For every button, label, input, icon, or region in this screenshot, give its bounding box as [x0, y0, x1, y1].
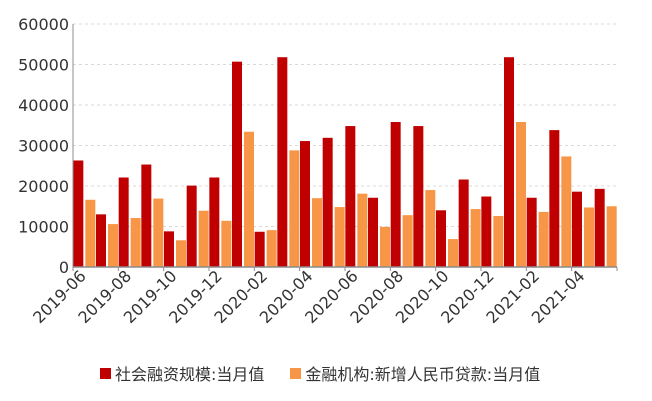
bar-new-rmb-loans-2019-09 — [153, 198, 164, 267]
bar-social-financing-2019-06 — [73, 160, 84, 267]
bar-new-rmb-loans-2021-01 — [516, 122, 526, 267]
bar-new-rmb-loans-2020-11 — [470, 209, 481, 267]
bar-social-financing-2020-08 — [390, 122, 401, 267]
bar-new-rmb-loans-2020-12 — [493, 215, 504, 267]
bar-new-rmb-loans-2020-05 — [334, 207, 345, 267]
bar-new-rmb-loans-2019-11 — [198, 210, 209, 267]
bar-social-financing-2020-06 — [345, 126, 356, 267]
bar-social-financing-2019-07 — [96, 214, 106, 267]
bar-new-rmb-loans-2019-08 — [130, 217, 141, 267]
y-tick-label: 60000 — [18, 15, 69, 34]
bar-new-rmb-loans-2020-02 — [266, 230, 277, 267]
bar-new-rmb-loans-2020-10 — [448, 239, 458, 267]
bar-new-rmb-loans-2020-01 — [244, 131, 254, 267]
chart-svg: 01000020000300004000050000600002019-0620… — [18, 15, 618, 327]
bar-new-rmb-loans-2019-10 — [176, 240, 186, 267]
bar-new-rmb-loans-2020-04 — [312, 198, 322, 267]
bar-new-rmb-loans-2020-06 — [357, 193, 368, 267]
y-tick-label: 20000 — [18, 177, 69, 196]
bar-new-rmb-loans-2020-09 — [425, 190, 436, 267]
legend-swatch-series-2 — [290, 367, 302, 379]
bar-social-financing-2020-12 — [481, 196, 492, 267]
y-tick-label: 0 — [59, 258, 69, 277]
bar-social-financing-2020-03 — [277, 57, 288, 268]
y-tick-label: 30000 — [18, 137, 69, 156]
y-tick-label: 40000 — [18, 96, 69, 115]
bar-social-financing-2020-02 — [254, 231, 265, 267]
legend-label-series-2: 金融机构:新增人民币贷款:当月值 — [305, 365, 541, 384]
bar-social-financing-2020-07 — [368, 197, 378, 267]
bar-new-rmb-loans-2020-08 — [402, 215, 413, 267]
bars-layer — [73, 57, 617, 268]
axis-layer — [72, 24, 618, 271]
bar-social-financing-2021-04 — [572, 191, 582, 267]
legend-label-series-1: 社会融资规模:当月值 — [115, 365, 265, 384]
bar-new-rmb-loans-2019-06 — [85, 199, 96, 267]
bar-social-financing-2020-04 — [300, 141, 310, 267]
bar-social-financing-2021-02 — [526, 197, 537, 267]
bar-social-financing-2020-01 — [232, 61, 242, 267]
bar-social-financing-2019-10 — [164, 231, 174, 267]
bar-new-rmb-loans-2021-02 — [538, 211, 549, 267]
grid-layer — [73, 23, 617, 227]
bar-social-financing-2020-05 — [322, 137, 333, 267]
bar-new-rmb-loans-2019-12 — [221, 220, 232, 267]
bar-new-rmb-loans-2019-07 — [108, 224, 118, 267]
bar-new-rmb-loans-2021-03 — [561, 156, 572, 267]
bar-new-rmb-loans-2021-05 — [606, 206, 617, 267]
bar-new-rmb-loans-2021-04 — [584, 207, 594, 267]
bar-social-financing-2020-11 — [458, 179, 469, 267]
legend: 社会融资规模:当月值 金融机构:新增人民币贷款:当月值 — [100, 361, 540, 385]
bar-social-financing-2019-08 — [118, 177, 129, 267]
bar-social-financing-2021-03 — [549, 130, 560, 267]
bar-social-financing-2021-01 — [504, 57, 514, 268]
bar-new-rmb-loans-2020-03 — [289, 150, 300, 267]
bar-new-rmb-loans-2020-07 — [380, 226, 390, 267]
legend-item-series-2: 金融机构:新增人民币贷款:当月值 — [290, 361, 540, 385]
bar-social-financing-2019-12 — [209, 177, 220, 267]
legend-item-series-1: 社会融资规模:当月值 — [100, 361, 264, 385]
bar-social-financing-2021-05 — [594, 188, 605, 267]
bar-social-financing-2020-09 — [413, 126, 424, 267]
bar-social-financing-2020-10 — [436, 210, 446, 267]
bar-social-financing-2019-11 — [186, 185, 197, 267]
legend-swatch-series-1 — [100, 367, 111, 379]
y-tick-label: 10000 — [18, 218, 69, 237]
bar-social-financing-2019-09 — [141, 164, 152, 267]
y-tick-label: 50000 — [18, 56, 69, 75]
